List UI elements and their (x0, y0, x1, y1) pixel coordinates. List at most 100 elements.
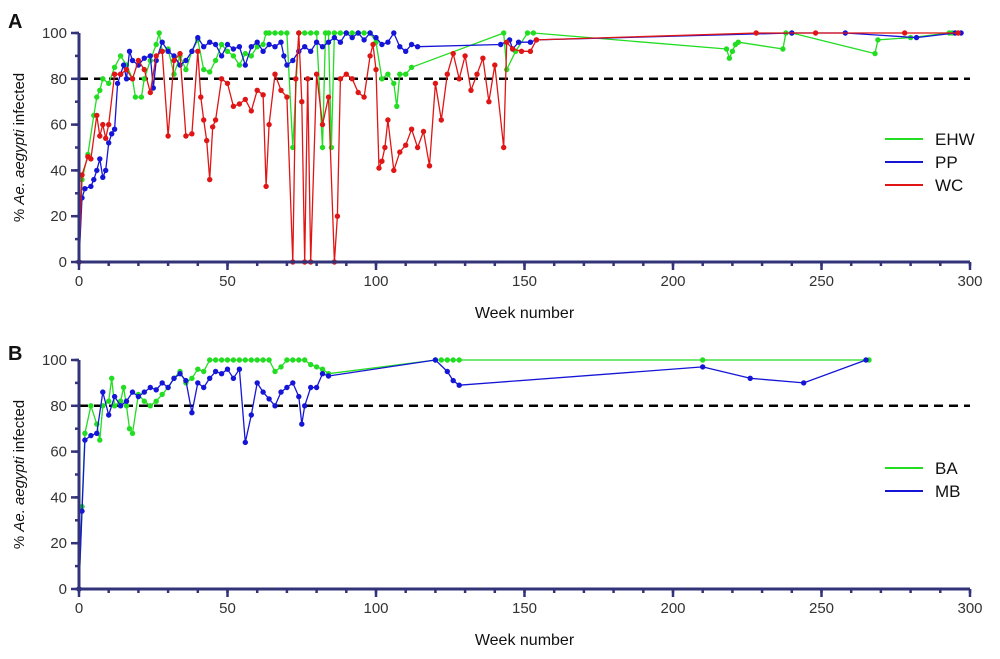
panel-a-ehw-point (111, 64, 118, 71)
panel-b-mb-point (88, 432, 94, 439)
panel-b-x-axis-title: Week number (475, 632, 575, 649)
panel-a-pp-point (313, 39, 320, 45)
panel-b-mb-point (278, 389, 284, 395)
panel-a-wc-point (403, 142, 409, 148)
panel-b-mb-point (135, 393, 142, 400)
panel-a-ehw-point (266, 30, 272, 36)
panel-a-wc-point (129, 76, 136, 82)
panel-a-x-tick-label: 250 (809, 273, 834, 290)
panel-a-x-tick-label: 100 (363, 273, 388, 290)
panel-b-mb-point (94, 430, 100, 436)
panel-a-ehw-point (391, 80, 397, 87)
panel-a-ehw-point (94, 94, 100, 100)
panel-b-mb-point (248, 412, 254, 418)
panel-b-y-tick-label: 0 (59, 581, 67, 598)
panel-a-wc-point (426, 163, 433, 169)
panel-a-pp-point (171, 53, 177, 59)
panel-b-ba-point (111, 403, 118, 409)
panel-a-pp-point (114, 80, 121, 87)
panel-a-pp-point (373, 34, 379, 41)
panel-b-mb-point (123, 398, 130, 404)
panel-a-wc-point (296, 30, 302, 36)
panel-b-ba-point (201, 368, 207, 375)
panel-b-ba-point (230, 357, 237, 363)
panel-a-ehw-point (171, 71, 177, 77)
panel-b-x-tick-label: 200 (660, 600, 685, 617)
panel-a-pp-point (212, 41, 219, 48)
panel-a-pp-point (141, 55, 147, 61)
panel-a-pp-point (123, 76, 130, 82)
panel-b-ba-point (236, 357, 243, 363)
panel-a-wc-point (189, 131, 195, 137)
panel-a-wc-point (509, 46, 516, 52)
panel-a-axes: 0 50 100 150 200 250 300 0 20 40 60 80 100 (42, 25, 983, 290)
panel-b-ba-point (438, 357, 444, 363)
panel-a-pp-point (385, 39, 391, 45)
panel-b-mb-point (456, 382, 462, 388)
panel-b-y-tick-label: 60 (50, 444, 67, 461)
panel-a-pp-point (82, 186, 88, 192)
panel-a-ehw-point (501, 30, 507, 36)
panel-a-wc-point (373, 66, 379, 73)
panel-b-x-tick-label: 300 (957, 600, 982, 617)
panel-a-wc-point (242, 96, 248, 103)
panel-a-x-tick-label: 200 (660, 273, 685, 290)
panel-a-legend-label-ehw: EHW (935, 130, 975, 149)
panel-b-ba-point (97, 437, 103, 443)
panel-b-mb-point (207, 375, 213, 381)
panel-a-wc-point (480, 55, 486, 61)
panel-b-ba-point (153, 398, 159, 404)
panel-a-pp-point (361, 37, 367, 43)
panel-a-pp-point (414, 44, 421, 50)
panel-a-label: A (8, 11, 22, 33)
panel-b-mb-point (82, 437, 88, 443)
panel-a-pp-point (230, 46, 237, 52)
panel-a-wc-point (527, 48, 534, 54)
panel-b-mb-point (242, 439, 248, 446)
panel-a-pp-point (120, 62, 127, 68)
panel-b-ba-point (444, 357, 450, 363)
panel-a-wc-point (812, 30, 819, 36)
panel-b-ba-point (260, 357, 266, 363)
panel-a-ehw-point (325, 30, 332, 36)
panel-a: A 0 50 100 150 200 250 300 0 20 40 60 80 100 Week numb… (8, 11, 983, 322)
panel-a-wc-point (248, 108, 254, 114)
panel-a-wc-point (141, 66, 147, 73)
panel-a-wc-point (100, 121, 106, 128)
panel-a-x-tick-label: 0 (75, 273, 83, 290)
panel-a-wc-point (218, 76, 225, 82)
panel-a-ehw-point (872, 50, 878, 57)
panel-a-wc-point (177, 50, 183, 57)
panel-a-legend: EHW PP WC (885, 130, 975, 195)
panel-b-mb-point (100, 389, 106, 395)
panel-a-wc-point (204, 137, 210, 144)
panel-b-x-tick-label: 100 (363, 600, 388, 617)
panel-a-pp-point (195, 34, 201, 41)
panel-a-wc-point (210, 124, 216, 130)
panel-b-ba-point (224, 357, 231, 363)
panel-b-mb-point (254, 380, 260, 386)
panel-a-pp-point (106, 140, 112, 146)
panel-a-pp-point (308, 48, 314, 54)
panel-a-ehw-point (97, 87, 103, 94)
panel-a-ehw-point (308, 30, 314, 36)
panel-b-mb-point (159, 380, 165, 386)
panel-b-mb-point (700, 364, 706, 370)
panel-b-mb-point (272, 403, 278, 409)
panel-a-pp-point (189, 48, 195, 54)
panel-a-wc-point (385, 117, 391, 123)
panel-a-wc-point (474, 71, 480, 77)
panel-b-y-tick-label: 100 (42, 352, 67, 369)
panel-a-pp-point (236, 44, 243, 50)
panel-a-pp-point (111, 126, 118, 132)
panel-a-wc-point (432, 80, 439, 87)
panel-a-x-axis-title: Week number (475, 305, 575, 322)
panel-a-wc-point (159, 48, 165, 54)
panel-a-y-tick-label: 100 (42, 25, 67, 42)
panel-a-ehw-point (397, 71, 403, 77)
panel-b-ba-point (109, 375, 115, 381)
panel-a-ehw-point (207, 69, 213, 75)
panel-a-pp-point (515, 39, 522, 45)
panel-a-y-axis-title: % Ae. aegypti infected (11, 73, 28, 222)
